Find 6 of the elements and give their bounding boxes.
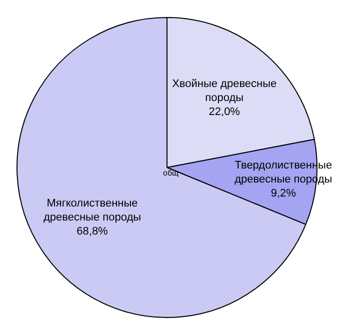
data-label: 68,8% [76,226,108,238]
slice-label: Хвойные древесные породы [172,78,277,104]
data-label: 9,2% [270,187,296,200]
slice-label: Мягколиственные древесные породы [43,198,142,224]
data-label: 22,0% [208,106,240,118]
text: общ [163,168,180,178]
